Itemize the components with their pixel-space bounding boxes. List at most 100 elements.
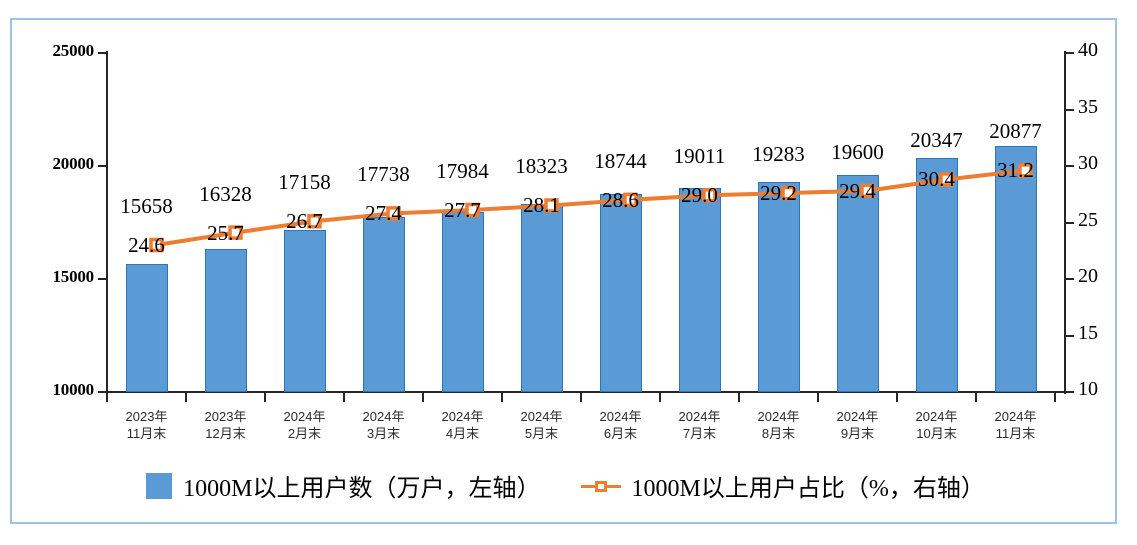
category-label-year: 2024年	[994, 409, 1037, 424]
category-tick	[975, 393, 977, 402]
left-axis-tick-label: 25000	[52, 41, 94, 60]
category-label-year: 2023年	[125, 409, 168, 424]
left-axis-tick	[98, 278, 106, 280]
left-axis-tick	[98, 165, 106, 167]
bar	[520, 203, 563, 392]
category-label-year: 2024年	[678, 409, 721, 424]
line-value-label: 30.4	[918, 167, 955, 192]
line-value-label: 28.6	[602, 187, 639, 212]
right-axis-tick	[1066, 221, 1074, 224]
category-label-year: 2024年	[836, 409, 879, 424]
category-label-year: 2024年	[915, 409, 958, 424]
right-axis-tick	[1066, 278, 1074, 280]
bar	[836, 175, 879, 392]
category-label: 2024年 3月末	[344, 408, 423, 442]
category-tick	[422, 393, 424, 402]
category-tick	[1054, 393, 1056, 402]
legend-label-bar: 1000M以上用户数（万户，左轴）	[183, 476, 541, 502]
category-label: 2024年 11月末	[976, 408, 1055, 442]
left-axis-tick	[98, 52, 106, 54]
bar-value-label: 17158	[278, 170, 331, 195]
left-axis-tick-label: 15000	[52, 267, 94, 286]
right-axis-tick-label: 15	[1078, 321, 1098, 344]
category-label-month: 5月末	[524, 426, 559, 441]
bar	[757, 182, 800, 392]
category-tick	[659, 393, 661, 402]
line-value-label: 27.7	[444, 197, 481, 222]
bar	[283, 230, 326, 392]
bar	[915, 158, 958, 392]
category-label-month: 2月末	[287, 426, 322, 441]
right-axis-tick	[1066, 165, 1074, 167]
category-label: 2023年 11月末	[107, 408, 186, 442]
category-label-year: 2023年	[204, 409, 247, 424]
category-label-year: 2024年	[441, 409, 484, 424]
right-axis-tick-label: 20	[1078, 265, 1098, 287]
right-axis-tick-label: 25	[1078, 208, 1098, 231]
right-axis-tick	[1066, 108, 1074, 111]
line-value-label: 31.2	[997, 158, 1034, 183]
category-label-month: 4月末	[445, 426, 480, 441]
category-axis-line	[106, 391, 1066, 393]
category-tick	[896, 393, 898, 402]
category-label-month: 7月末	[682, 426, 717, 441]
left-axis-tick-label: 10000	[52, 380, 94, 399]
right-axis-tick-label: 40	[1078, 39, 1098, 61]
bar-value-label: 18323	[515, 154, 568, 179]
line-value-label: 24.6	[128, 233, 165, 258]
left-axis-tick-label: 20000	[52, 154, 94, 173]
right-axis-tick	[1066, 334, 1074, 337]
bar	[125, 264, 168, 392]
chart-legend: 1000M以上用户数（万户，左轴） 1000M以上用户占比（%，右轴）	[12, 468, 1119, 503]
left-axis-tick	[98, 391, 106, 393]
line-value-label: 29.0	[681, 183, 718, 208]
bar-value-label: 19011	[673, 144, 726, 169]
legend-item-bar[interactable]: 1000M以上用户数（万户，左轴）	[146, 468, 541, 503]
bar	[441, 211, 484, 392]
right-axis-tick-label: 30	[1078, 152, 1098, 174]
category-label: 2024年 10月末	[897, 408, 976, 442]
line-series	[149, 163, 1033, 253]
right-axis-tick-label: 10	[1078, 378, 1098, 400]
legend-label-line: 1000M以上用户占比（%，右轴）	[631, 476, 985, 502]
right-axis-tick-label: 35	[1078, 95, 1098, 118]
right-axis-line	[1064, 51, 1066, 394]
right-axis-tick	[1066, 52, 1074, 54]
category-label-month: 11月末	[995, 426, 1036, 441]
line-value-label: 28.1	[523, 193, 560, 218]
category-tick	[264, 393, 266, 402]
category-label-month: 6月末	[603, 426, 638, 441]
line-value-label: 26.7	[286, 209, 323, 234]
category-tick	[501, 393, 503, 402]
bar-value-label: 16328	[199, 181, 252, 206]
category-label: 2024年 6月末	[581, 408, 660, 442]
line-value-label: 29.4	[839, 178, 876, 203]
bar-swatch-icon	[146, 472, 173, 499]
category-tick	[185, 393, 187, 402]
category-label-month: 9月末	[840, 426, 875, 441]
category-label-month: 10月末	[916, 426, 957, 441]
line-value-label: 27.4	[365, 201, 402, 226]
bar-value-label: 20877	[989, 119, 1042, 144]
category-label: 2024年 4月末	[423, 408, 502, 442]
category-label-year: 2024年	[520, 409, 563, 424]
bar-value-label: 17738	[357, 162, 410, 187]
legend-item-line[interactable]: 1000M以上用户占比（%，右轴）	[580, 468, 985, 503]
bar	[362, 217, 405, 392]
bar-value-label: 15658	[120, 194, 173, 219]
bar	[204, 248, 247, 392]
category-tick	[343, 393, 345, 402]
category-label-month: 8月末	[761, 426, 796, 441]
category-label-month: 12月末	[205, 426, 246, 441]
category-label: 2024年 2月末	[265, 408, 344, 442]
category-label-month: 11月末	[126, 426, 167, 441]
category-tick	[817, 393, 819, 402]
category-label: 2024年 5月末	[502, 408, 581, 442]
category-label: 2024年 9月末	[818, 408, 897, 442]
category-label-year: 2024年	[283, 409, 326, 424]
bar-value-label: 19600	[831, 139, 884, 164]
category-label: 2024年 7月末	[660, 408, 739, 442]
category-label: 2023年 12月末	[186, 408, 265, 442]
line-value-label: 25.7	[207, 220, 244, 245]
